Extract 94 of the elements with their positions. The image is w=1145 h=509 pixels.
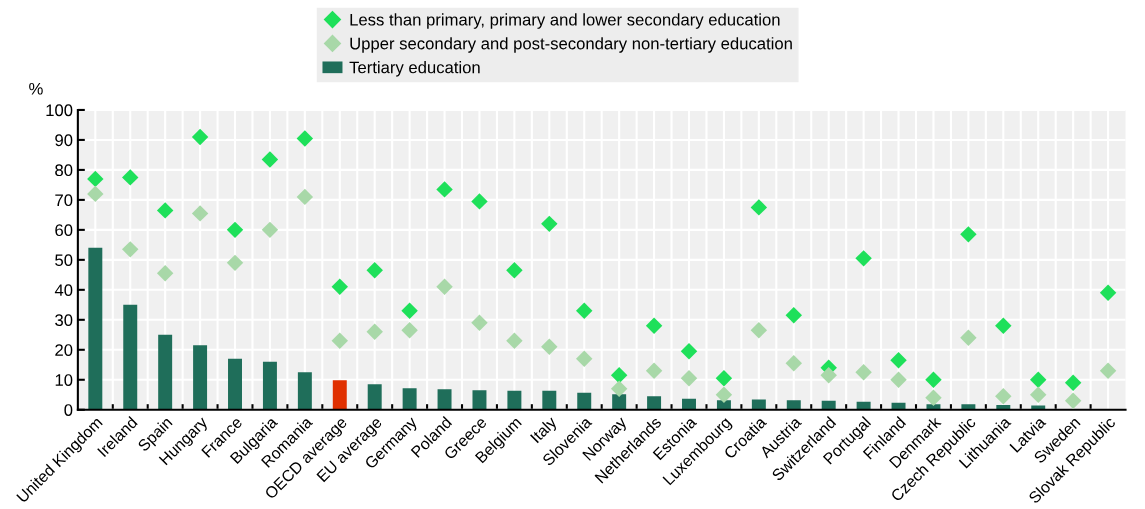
point — [890, 352, 907, 369]
point — [750, 322, 768, 339]
bar — [262, 361, 277, 410]
bar — [193, 345, 208, 410]
point — [87, 185, 104, 203]
point — [645, 317, 663, 335]
point — [191, 205, 209, 222]
point — [331, 332, 348, 350]
point — [436, 181, 453, 198]
bar — [332, 380, 347, 410]
point — [785, 355, 802, 372]
bar — [437, 389, 452, 410]
point — [541, 338, 558, 355]
bar — [682, 398, 696, 410]
y-tick-label: 90 — [55, 134, 73, 147]
point — [855, 250, 872, 267]
point — [645, 362, 663, 379]
point — [471, 193, 488, 210]
point — [261, 221, 279, 239]
point — [785, 307, 802, 324]
point — [541, 215, 558, 233]
legend-label: Upper secondary and post-secondary non-tertiary education — [350, 37, 792, 53]
point — [471, 314, 488, 332]
bar — [158, 334, 173, 410]
point — [1064, 374, 1082, 391]
point — [366, 323, 383, 341]
point — [890, 371, 907, 388]
bar — [228, 358, 242, 410]
y-tick-label: 10 — [55, 374, 73, 386]
y-tick-label: 40 — [54, 284, 73, 297]
legend-label: Tertiary education — [349, 61, 480, 77]
point — [750, 199, 768, 216]
bar — [786, 400, 801, 410]
point — [366, 262, 383, 279]
point — [122, 169, 139, 186]
bar — [647, 396, 662, 410]
point — [122, 241, 139, 258]
point — [960, 329, 977, 347]
point — [436, 278, 453, 296]
point — [1099, 362, 1117, 379]
point — [1030, 371, 1047, 388]
y-tick-label: 0 — [64, 404, 73, 416]
point — [506, 332, 523, 350]
y-tick-label: 80 — [55, 164, 73, 177]
bar — [542, 390, 557, 410]
point — [995, 388, 1012, 405]
point — [610, 380, 628, 397]
point — [576, 350, 593, 367]
bar — [472, 390, 487, 410]
point — [87, 170, 104, 188]
y-axis-title: % — [29, 82, 43, 95]
y-tick-label: 20 — [55, 344, 73, 356]
bar — [961, 404, 976, 410]
bar — [612, 394, 627, 410]
point — [680, 343, 698, 360]
point — [1064, 392, 1082, 409]
point — [715, 370, 733, 387]
point — [506, 262, 523, 279]
point — [680, 370, 698, 387]
point — [156, 202, 174, 219]
bar — [88, 247, 103, 410]
point — [855, 364, 872, 381]
y-tick-label: 50 — [55, 254, 73, 267]
point — [296, 188, 314, 206]
bar — [402, 388, 417, 410]
point — [226, 221, 244, 239]
bar — [297, 372, 312, 410]
point — [401, 302, 418, 320]
y-tick-label: 60 — [55, 224, 73, 237]
y-tick-label: 100 — [46, 104, 73, 117]
point — [226, 254, 244, 272]
point — [1030, 386, 1047, 403]
bar — [367, 384, 382, 410]
point — [261, 151, 279, 168]
point — [960, 226, 977, 243]
point — [156, 265, 174, 282]
point — [715, 386, 733, 403]
point — [820, 367, 837, 384]
point — [191, 128, 209, 146]
point — [576, 302, 593, 320]
point — [331, 278, 348, 296]
bar — [507, 390, 522, 410]
point — [610, 367, 628, 384]
y-tick-label: 70 — [55, 194, 73, 207]
bar — [577, 392, 592, 410]
legend-label: Less than primary, primary and lower secondary education — [350, 13, 780, 29]
point — [925, 371, 942, 388]
bar — [123, 304, 138, 410]
point — [925, 389, 942, 406]
y-tick-label: 30 — [55, 314, 73, 327]
point — [401, 322, 418, 339]
point — [1099, 284, 1117, 302]
point — [995, 317, 1012, 335]
point — [296, 130, 314, 147]
